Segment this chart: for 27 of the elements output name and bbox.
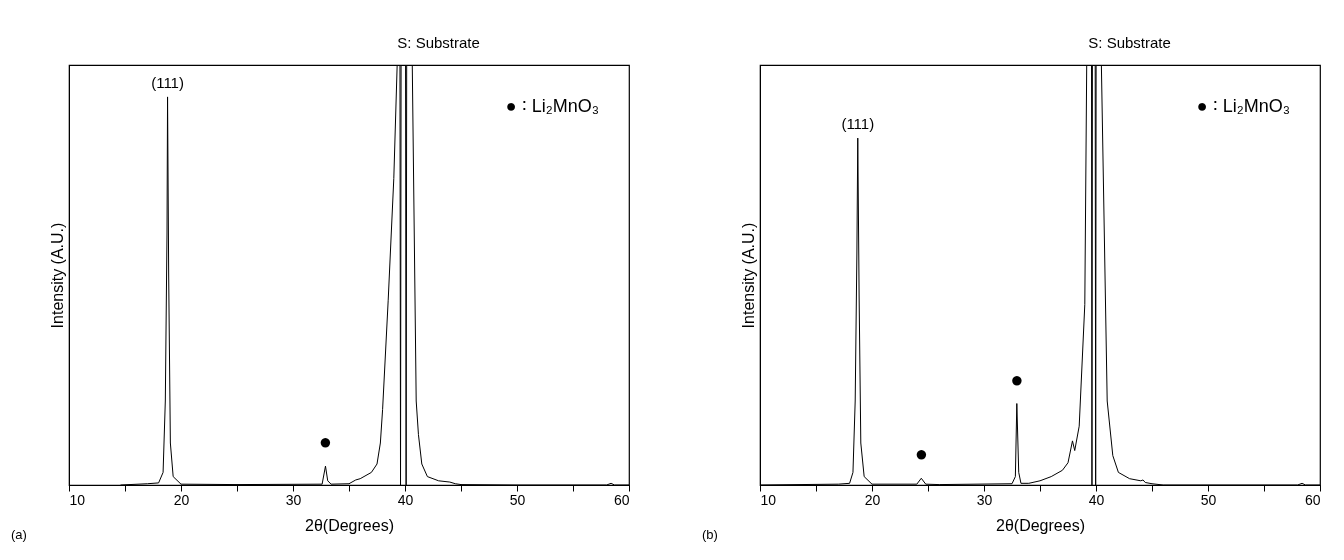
x-axis-title: 2θ(Degrees) <box>305 516 394 534</box>
x-tick-label: 20 <box>173 491 190 508</box>
x-tick-label: 50 <box>509 491 526 508</box>
annotation: (111) <box>841 115 875 133</box>
x-tick-label: 40 <box>1088 491 1105 508</box>
text: S: Substrate <box>1088 34 1171 51</box>
x-tick-label: 30 <box>285 491 302 508</box>
text: (a) <box>11 527 27 542</box>
x-axis-title: 2θ(Degrees) <box>996 516 1085 534</box>
x-tick-label: 10 <box>69 491 86 508</box>
y-axis-title: Intensity (A.U.) <box>739 222 757 329</box>
annotation: ● ∶ Li₂MnO₃ <box>1196 96 1291 116</box>
annotation: (111) <box>151 73 184 91</box>
text: S: Substrate <box>397 34 480 51</box>
text: (b) <box>702 527 718 542</box>
annotation: ● <box>318 429 333 455</box>
y-axis-title: Intensity (A.U.) <box>48 222 66 329</box>
x-tick-label: 60 <box>613 491 630 508</box>
x-tick-label: 20 <box>864 491 881 508</box>
x-tick-label: 50 <box>1200 491 1217 508</box>
x-tick-label: 60 <box>1304 491 1321 508</box>
annotation: ● <box>1010 366 1024 392</box>
x-tick-label: 10 <box>760 491 777 508</box>
x-tick-label: 30 <box>976 491 993 508</box>
x-tick-label: 40 <box>397 491 414 508</box>
annotation: ● <box>914 441 928 467</box>
annotation: ● ∶ Li₂MnO₃ <box>505 96 600 116</box>
